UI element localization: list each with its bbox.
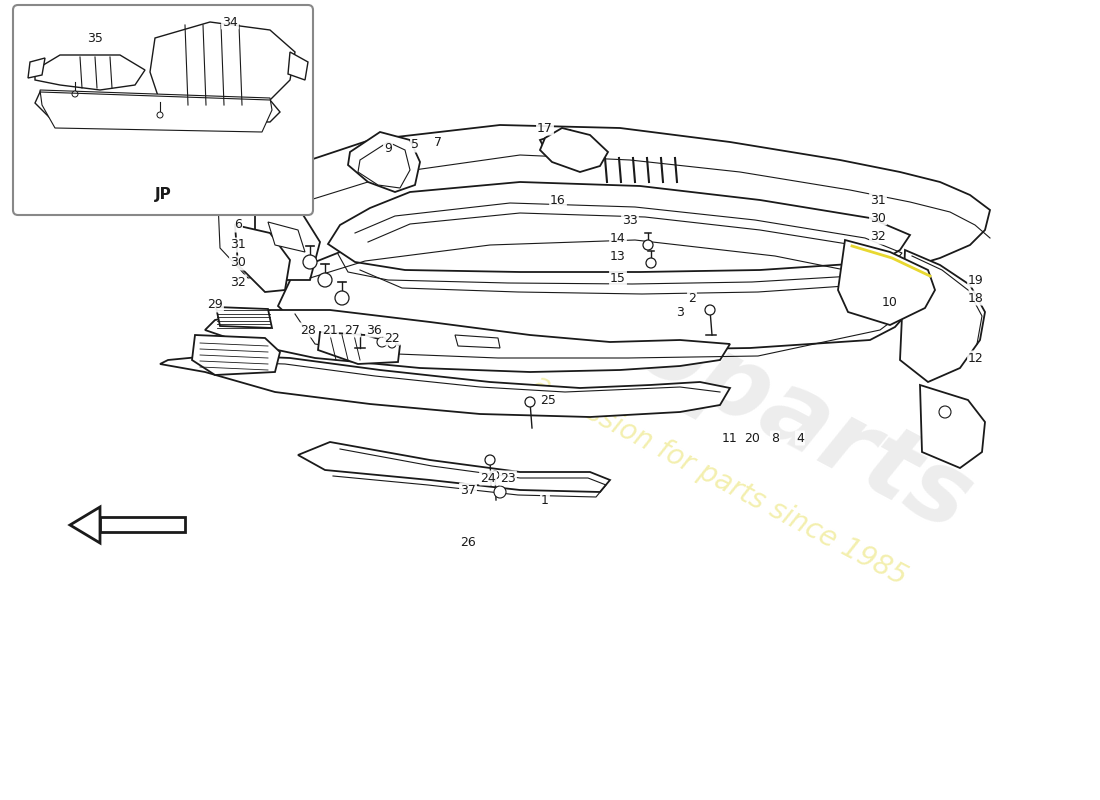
Polygon shape <box>328 182 910 272</box>
Text: 5: 5 <box>411 138 419 151</box>
Circle shape <box>72 91 78 97</box>
Polygon shape <box>205 310 730 372</box>
Text: 27: 27 <box>344 323 360 337</box>
Text: 37: 37 <box>460 483 476 497</box>
Polygon shape <box>540 130 590 160</box>
Polygon shape <box>540 128 608 172</box>
Polygon shape <box>318 332 400 364</box>
Circle shape <box>491 471 499 479</box>
Text: 12: 12 <box>968 351 983 365</box>
Circle shape <box>494 486 506 498</box>
Text: 30: 30 <box>230 257 246 270</box>
Text: 19: 19 <box>968 274 983 286</box>
Text: 16: 16 <box>550 194 565 206</box>
Text: 21: 21 <box>322 323 338 337</box>
Text: 4: 4 <box>796 431 804 445</box>
Circle shape <box>646 258 656 268</box>
Polygon shape <box>920 385 984 468</box>
Circle shape <box>336 291 349 305</box>
Circle shape <box>388 340 396 348</box>
Polygon shape <box>230 125 990 285</box>
Circle shape <box>939 406 952 418</box>
Polygon shape <box>838 240 935 325</box>
Text: 34: 34 <box>222 15 238 29</box>
Text: 11: 11 <box>722 431 738 445</box>
Text: 20: 20 <box>744 431 760 445</box>
Polygon shape <box>160 355 730 417</box>
Text: 28: 28 <box>300 323 316 337</box>
Circle shape <box>157 112 163 118</box>
Polygon shape <box>35 55 145 90</box>
Text: 8: 8 <box>771 431 779 445</box>
Text: 32: 32 <box>230 275 246 289</box>
Text: 24: 24 <box>480 471 496 485</box>
Polygon shape <box>255 200 320 280</box>
Text: 30: 30 <box>870 211 886 225</box>
Polygon shape <box>35 92 280 122</box>
Text: 35: 35 <box>87 31 103 45</box>
Text: 23: 23 <box>500 471 516 485</box>
Polygon shape <box>358 142 410 188</box>
Text: 31: 31 <box>870 194 886 206</box>
Text: europarts: europarts <box>453 207 987 553</box>
Text: 17: 17 <box>537 122 553 134</box>
Polygon shape <box>150 22 295 110</box>
Text: 1: 1 <box>541 494 549 506</box>
FancyBboxPatch shape <box>13 5 313 215</box>
Circle shape <box>525 397 535 407</box>
Text: 7: 7 <box>434 135 442 149</box>
Polygon shape <box>348 132 420 192</box>
Polygon shape <box>100 517 185 532</box>
Text: a passion for parts since 1985: a passion for parts since 1985 <box>528 369 912 591</box>
Circle shape <box>485 455 495 465</box>
Polygon shape <box>268 222 305 252</box>
Polygon shape <box>70 507 100 543</box>
Polygon shape <box>900 250 984 382</box>
Text: 31: 31 <box>230 238 246 251</box>
Text: 29: 29 <box>207 298 223 311</box>
Text: 15: 15 <box>610 271 626 285</box>
Text: 2: 2 <box>689 291 696 305</box>
Polygon shape <box>216 307 272 328</box>
Circle shape <box>705 305 715 315</box>
Text: 22: 22 <box>384 331 400 345</box>
Polygon shape <box>218 202 280 278</box>
Text: 26: 26 <box>460 535 476 549</box>
Polygon shape <box>278 228 915 350</box>
Circle shape <box>644 240 653 250</box>
Text: 13: 13 <box>610 250 626 263</box>
Text: 25: 25 <box>540 394 556 406</box>
Circle shape <box>377 337 387 347</box>
Text: 6: 6 <box>234 218 242 231</box>
Circle shape <box>318 273 332 287</box>
Polygon shape <box>192 335 280 375</box>
Polygon shape <box>28 58 45 78</box>
Text: 36: 36 <box>366 323 382 337</box>
Circle shape <box>302 255 317 269</box>
Text: 33: 33 <box>623 214 638 226</box>
Text: 3: 3 <box>676 306 684 318</box>
Text: 9: 9 <box>384 142 392 154</box>
Polygon shape <box>298 442 610 492</box>
Text: JP: JP <box>155 187 172 202</box>
Text: 14: 14 <box>610 231 626 245</box>
Polygon shape <box>288 52 308 80</box>
Text: 32: 32 <box>870 230 886 243</box>
Polygon shape <box>455 335 500 348</box>
Polygon shape <box>40 90 272 132</box>
Text: 10: 10 <box>882 295 898 309</box>
Text: 18: 18 <box>968 291 983 305</box>
Polygon shape <box>235 225 290 292</box>
